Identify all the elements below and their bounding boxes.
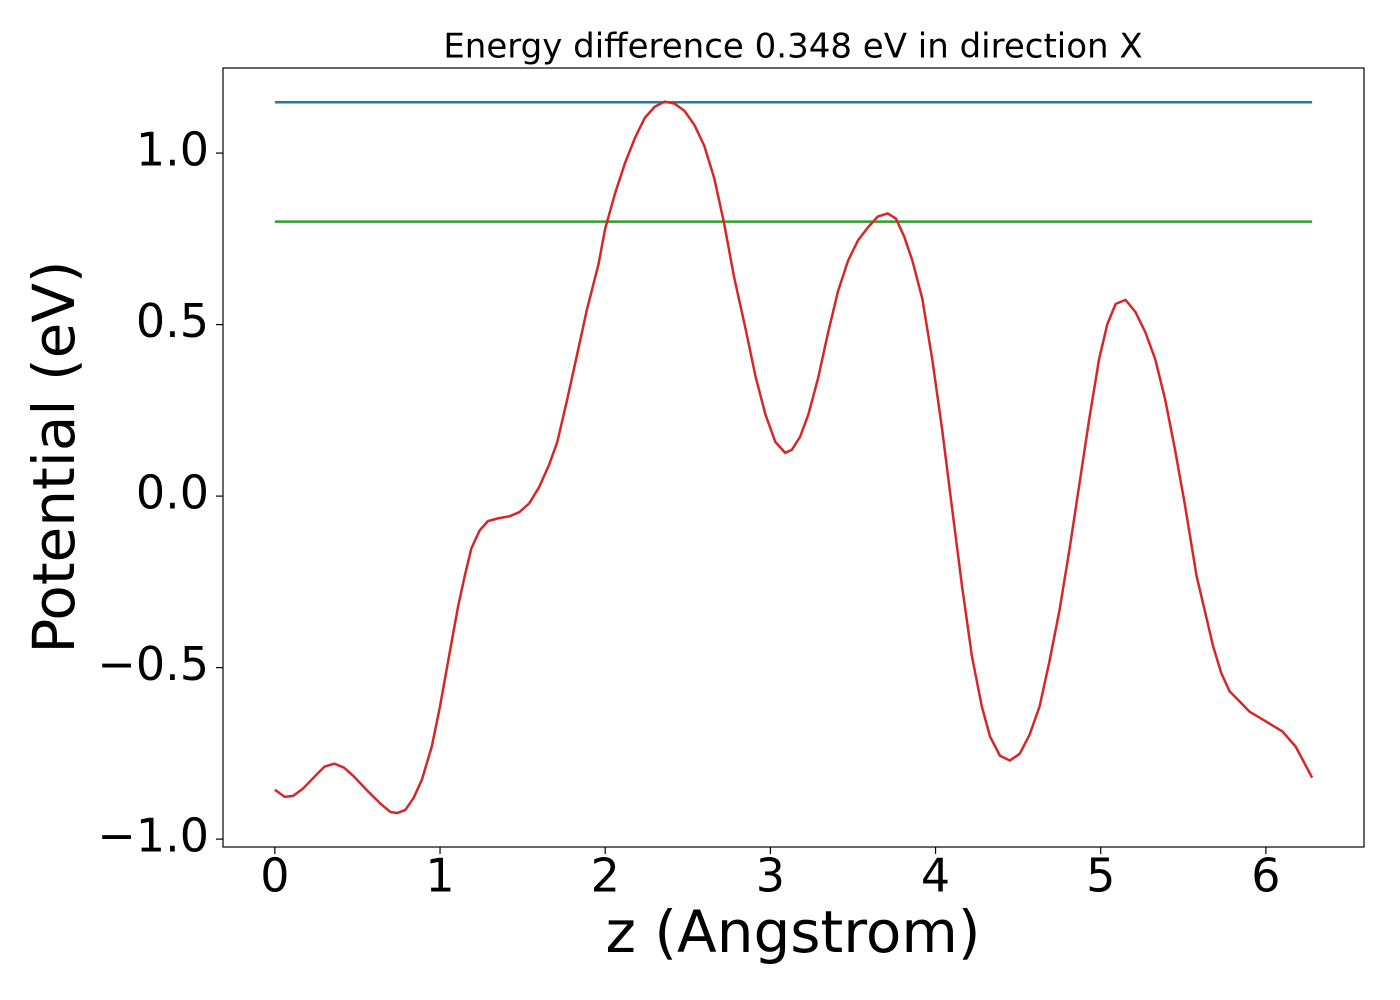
x-tick-label: 1	[425, 849, 454, 903]
x-axis-label: z (Angstrom)	[606, 898, 981, 966]
x-tick-label: 2	[591, 849, 620, 903]
x-tick-label: 3	[756, 849, 785, 903]
y-tick-label: 1.0	[136, 123, 209, 177]
y-tick-label: −0.5	[97, 637, 209, 691]
x-tick-label: 5	[1086, 849, 1115, 903]
x-tick-label: 4	[921, 849, 950, 903]
plot-frame	[222, 67, 1365, 848]
line-series	[274, 100, 1314, 815]
x-tick-label: 6	[1251, 849, 1280, 903]
y-axis-label: Potential (eV)	[20, 260, 88, 653]
y-tick-label: −1.0	[97, 809, 209, 863]
x-tick-label: 0	[260, 849, 289, 903]
chart-title: Energy difference 0.348 eV in direction …	[443, 27, 1142, 67]
y-tick-label: 0.0	[136, 466, 209, 520]
y-tick-label: 0.5	[136, 294, 209, 348]
